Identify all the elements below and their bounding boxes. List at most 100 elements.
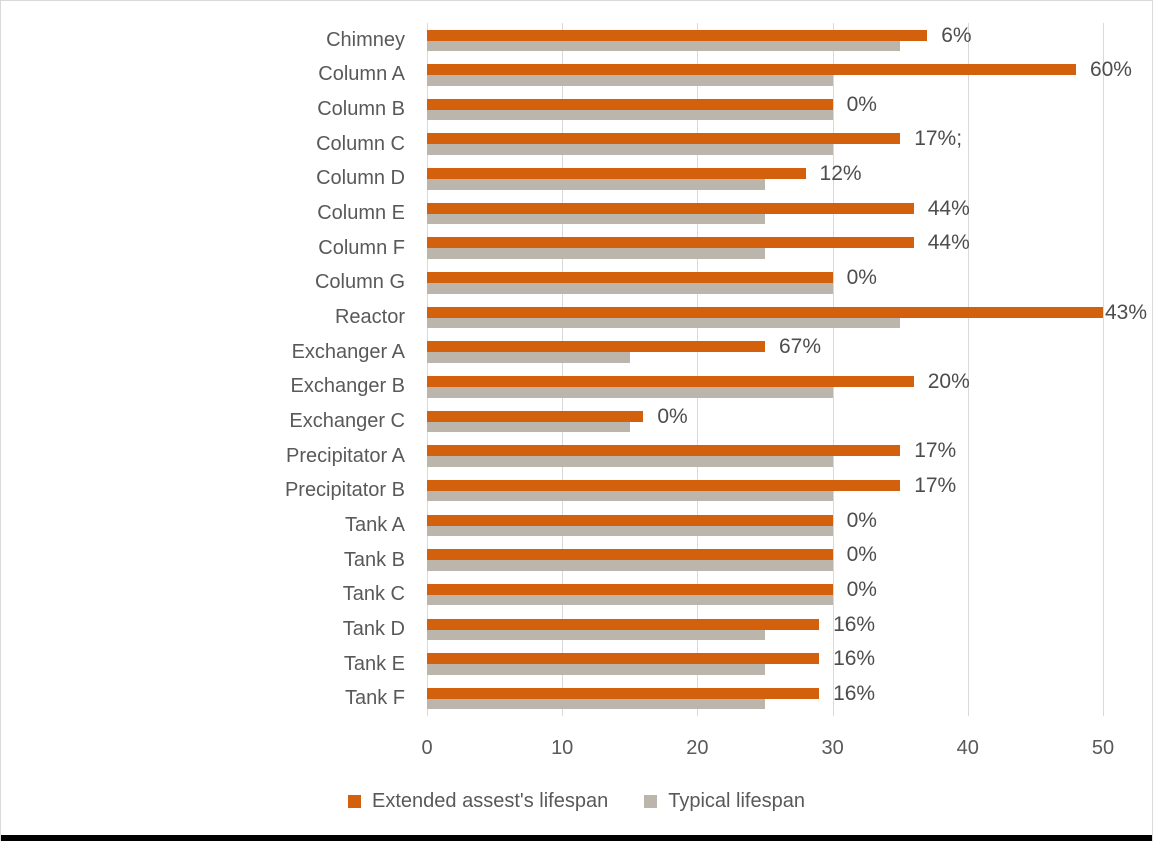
value-axis-tick-label: 30	[821, 737, 844, 759]
category-label: Column G	[314, 271, 405, 294]
bar-extended-lifespan	[427, 64, 1076, 76]
bar-row: 16%	[427, 681, 1152, 716]
category-label: Exchanger C	[289, 409, 405, 432]
category-label: Chimney	[326, 28, 405, 51]
data-label: 0%	[846, 266, 877, 290]
bar-extended-lifespan	[427, 237, 914, 249]
data-label: 67%	[779, 335, 822, 359]
bar-typical-lifespan	[427, 456, 833, 467]
plot-area: 6% 60% 0% 17%; 12% 44% 44% 0% 43% 67% 20% 0% 17% 17% 0…	[427, 23, 1147, 716]
bar-row: 12%	[427, 162, 1152, 197]
bar-extended-lifespan	[427, 168, 806, 180]
value-axis: 0 10 20 30 40 50	[421, 737, 1114, 759]
bar-row: 17%;	[427, 127, 1152, 162]
category-label: Precipitator A	[286, 444, 405, 467]
value-axis-tick-label: 50	[1091, 737, 1115, 759]
data-label: 16%	[833, 612, 876, 636]
gridline	[832, 23, 834, 716]
bar-row: 16%	[427, 647, 1152, 682]
bar-row: 17%	[427, 439, 1152, 474]
bar-row: 0%	[427, 266, 1152, 301]
data-label: 43%	[1105, 300, 1148, 324]
category-label: Exchanger A	[291, 340, 405, 363]
bar-typical-lifespan	[427, 594, 833, 606]
legend-item-extended: Extended assest's lifespan	[348, 790, 608, 813]
category-axis: Chimney Column A Column B Column C Column D C…	[1, 23, 405, 716]
bar-extended-lifespan	[427, 410, 644, 422]
bar-row: 67%	[427, 335, 1152, 370]
bar-typical-lifespan	[427, 179, 765, 190]
bar-extended-lifespan	[427, 514, 833, 526]
data-label: 44%	[927, 196, 970, 220]
bar-typical-lifespan	[427, 40, 901, 51]
bar-typical-lifespan	[427, 248, 765, 259]
bar-extended-lifespan	[427, 306, 1103, 318]
bar-extended-lifespan	[427, 376, 914, 387]
category-label: Tank D	[342, 617, 405, 640]
bar-typical-lifespan	[427, 144, 833, 155]
bar-row: 43%	[427, 300, 1152, 335]
category-label: Column B	[317, 98, 405, 121]
bar-extended-lifespan	[427, 549, 833, 561]
legend-label-extended: Extended assest's lifespan	[372, 789, 609, 812]
bar-typical-lifespan	[427, 283, 833, 294]
data-label: 17%	[914, 439, 957, 463]
bar-typical-lifespan	[427, 352, 630, 363]
category-label: Column E	[317, 202, 405, 225]
legend-item-typical: Typical lifespan	[644, 790, 805, 813]
gridline	[1103, 23, 1104, 716]
bar-extended-lifespan	[427, 687, 820, 699]
value-axis-tick-label: 0	[421, 737, 433, 759]
bar-extended-lifespan	[427, 653, 820, 665]
category-label: Precipitator B	[284, 479, 405, 502]
category-label: Tank C	[342, 583, 405, 606]
category-label: Tank E	[343, 652, 405, 675]
value-axis-tick-label: 40	[956, 737, 979, 759]
bar-typical-lifespan	[427, 421, 630, 433]
value-axis-tick-label: 10	[551, 737, 574, 759]
data-label: 12%	[819, 162, 862, 186]
bar-row: 44%	[427, 196, 1152, 231]
bar-typical-lifespan	[427, 387, 833, 398]
data-label: 60%	[1089, 58, 1132, 82]
bar-row: 0%	[427, 577, 1152, 612]
bar-row: 20%	[427, 370, 1152, 405]
bar-typical-lifespan	[427, 213, 765, 225]
data-label: 0%	[846, 92, 877, 116]
legend-swatch-typical-icon	[644, 794, 658, 808]
bar-row: 6%	[427, 23, 1152, 58]
bar-extended-lifespan	[427, 98, 833, 110]
legend-label-typical: Typical lifespan	[668, 789, 805, 812]
bar-extended-lifespan	[427, 583, 833, 595]
category-label: Column C	[316, 132, 405, 155]
bar-typical-lifespan	[427, 664, 765, 675]
gridline	[427, 23, 428, 716]
bar-typical-lifespan	[427, 698, 765, 710]
bar-extended-lifespan	[427, 272, 833, 284]
gridline	[967, 23, 969, 716]
bar-row: 0%	[427, 508, 1152, 543]
category-label: Column F	[318, 236, 405, 259]
bar-typical-lifespan	[427, 109, 833, 121]
bar-row: 0%	[427, 543, 1152, 578]
data-label: 6%	[941, 23, 972, 47]
legend: Extended assest's lifespan Typical lifes…	[1, 787, 1152, 815]
category-label: Tank A	[344, 513, 405, 536]
data-label: 17%;	[914, 127, 963, 151]
value-axis-tick-label: 20	[686, 737, 709, 759]
bar-extended-lifespan	[427, 133, 901, 145]
bar-row: 60%	[427, 58, 1152, 93]
data-label: 16%	[833, 647, 876, 671]
bar-row: 0%	[427, 404, 1152, 439]
category-label: Exchanger B	[290, 375, 405, 398]
data-label: 17%	[914, 473, 957, 497]
bar-typical-lifespan	[427, 490, 833, 502]
bottom-edge-bar	[1, 835, 1152, 841]
data-label: 0%	[846, 577, 877, 601]
bar-row: 44%	[427, 231, 1152, 266]
bar-row: 0%	[427, 92, 1152, 127]
bar-extended-lifespan	[427, 29, 928, 41]
bar-typical-lifespan	[427, 75, 833, 86]
bar-row: 16%	[427, 612, 1152, 647]
bar-extended-lifespan	[427, 445, 901, 457]
